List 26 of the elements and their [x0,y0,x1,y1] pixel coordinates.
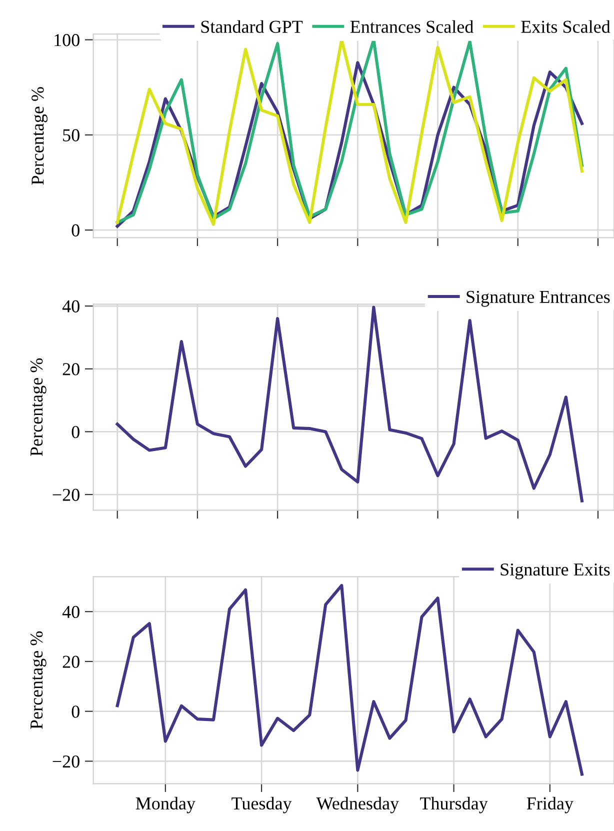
y-axis-title: Percentage % [30,631,46,730]
y-tick-label: 100 [54,34,80,46]
line-series [116,306,584,502]
y-tick-label: 20 [62,363,80,376]
x-tick-label: Thursday [420,796,488,814]
x-tick-label: Friday [526,796,574,814]
y-tick-label: 40 [62,300,80,312]
legend-label: Signature Exits [500,563,610,580]
y-tick-label: 0 [72,706,80,718]
y-tick-label: −20 [52,488,80,501]
x-tick-label: Monday [136,796,196,814]
y-tick-label: 0 [72,224,80,236]
y-axis-title: Percentage % [32,87,48,185]
y-tick-label: −20 [52,755,80,768]
y-tick-label: 50 [63,129,80,142]
legend-label: Standard GPT [201,20,303,33]
y-tick-label: 40 [62,606,80,618]
legend-label: Signature Entrances [466,290,610,307]
line-series [116,584,584,776]
legend-label: Exits Scaled [521,20,610,33]
y-tick-label: 20 [62,656,80,668]
y-axis-title: Percentage % [30,358,46,456]
x-tick-label: Wednesday [316,796,399,814]
y-tick-label: 0 [72,426,80,438]
legend-label: Entrances Scaled [350,20,474,33]
x-tick-label: Tuesday [232,796,292,814]
